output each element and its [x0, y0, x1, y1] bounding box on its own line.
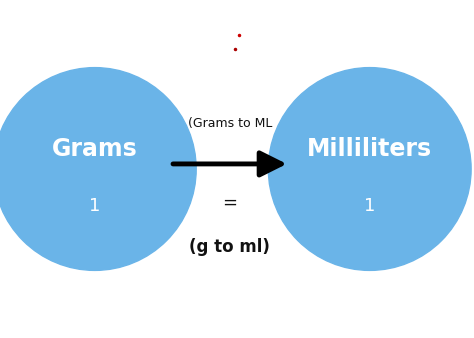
- Text: =: =: [222, 194, 237, 212]
- Text: (g to ml): (g to ml): [190, 238, 270, 256]
- Text: (Grams to ML: (Grams to ML: [188, 117, 272, 130]
- Ellipse shape: [268, 68, 471, 270]
- Text: Milliliters: Milliliters: [307, 137, 432, 161]
- Text: 1: 1: [89, 197, 100, 215]
- Text: 1: 1: [364, 197, 375, 215]
- Ellipse shape: [0, 68, 196, 270]
- Text: Grams: Grams: [52, 137, 137, 161]
